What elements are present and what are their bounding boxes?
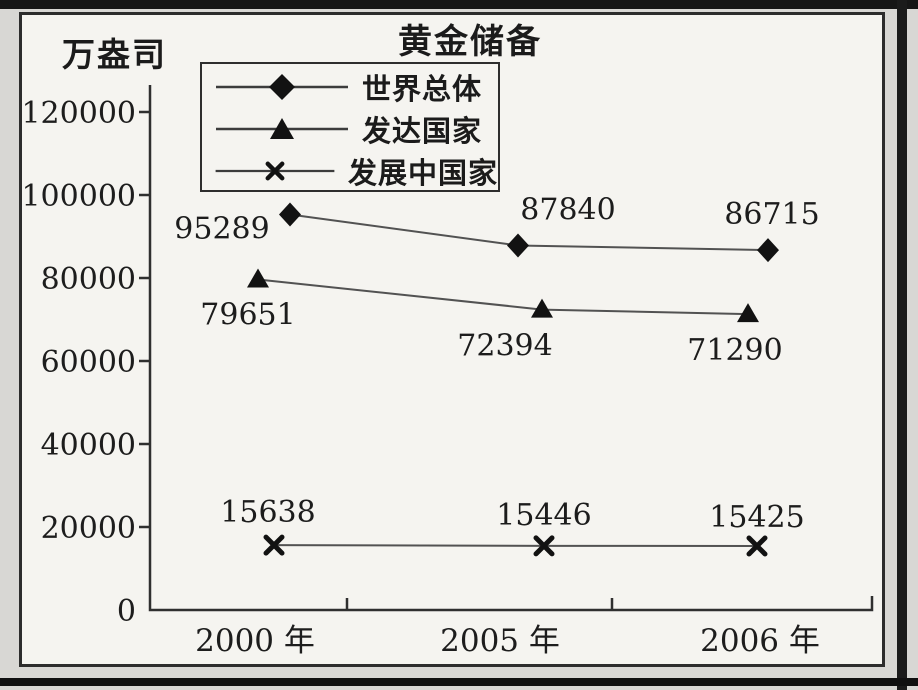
- triangle-marker-icon: [216, 118, 348, 139]
- legend-label-developing: 发展中国家: [347, 156, 498, 190]
- diamond-marker-icon: [216, 74, 348, 100]
- legend-item-developed: 发达国家: [212, 108, 498, 150]
- legend-item-world-total: 世界总体: [212, 66, 498, 108]
- y-axis-unit-label: 万盎司: [62, 35, 167, 74]
- legend-label-world-total: 世界总体: [362, 72, 483, 106]
- scan-edge-top: [0, 0, 918, 9]
- scan-edge-right: [897, 0, 907, 690]
- legend-item-developing: 发展中国家: [212, 150, 498, 192]
- chart-title: 黄金储备: [398, 22, 542, 62]
- legend-label-developed: 发达国家: [362, 114, 483, 148]
- legend: 世界总体 发达国家 发展中国家: [200, 62, 500, 192]
- x-marker-icon: [215, 161, 335, 181]
- scan-edge-bottom: [0, 678, 918, 686]
